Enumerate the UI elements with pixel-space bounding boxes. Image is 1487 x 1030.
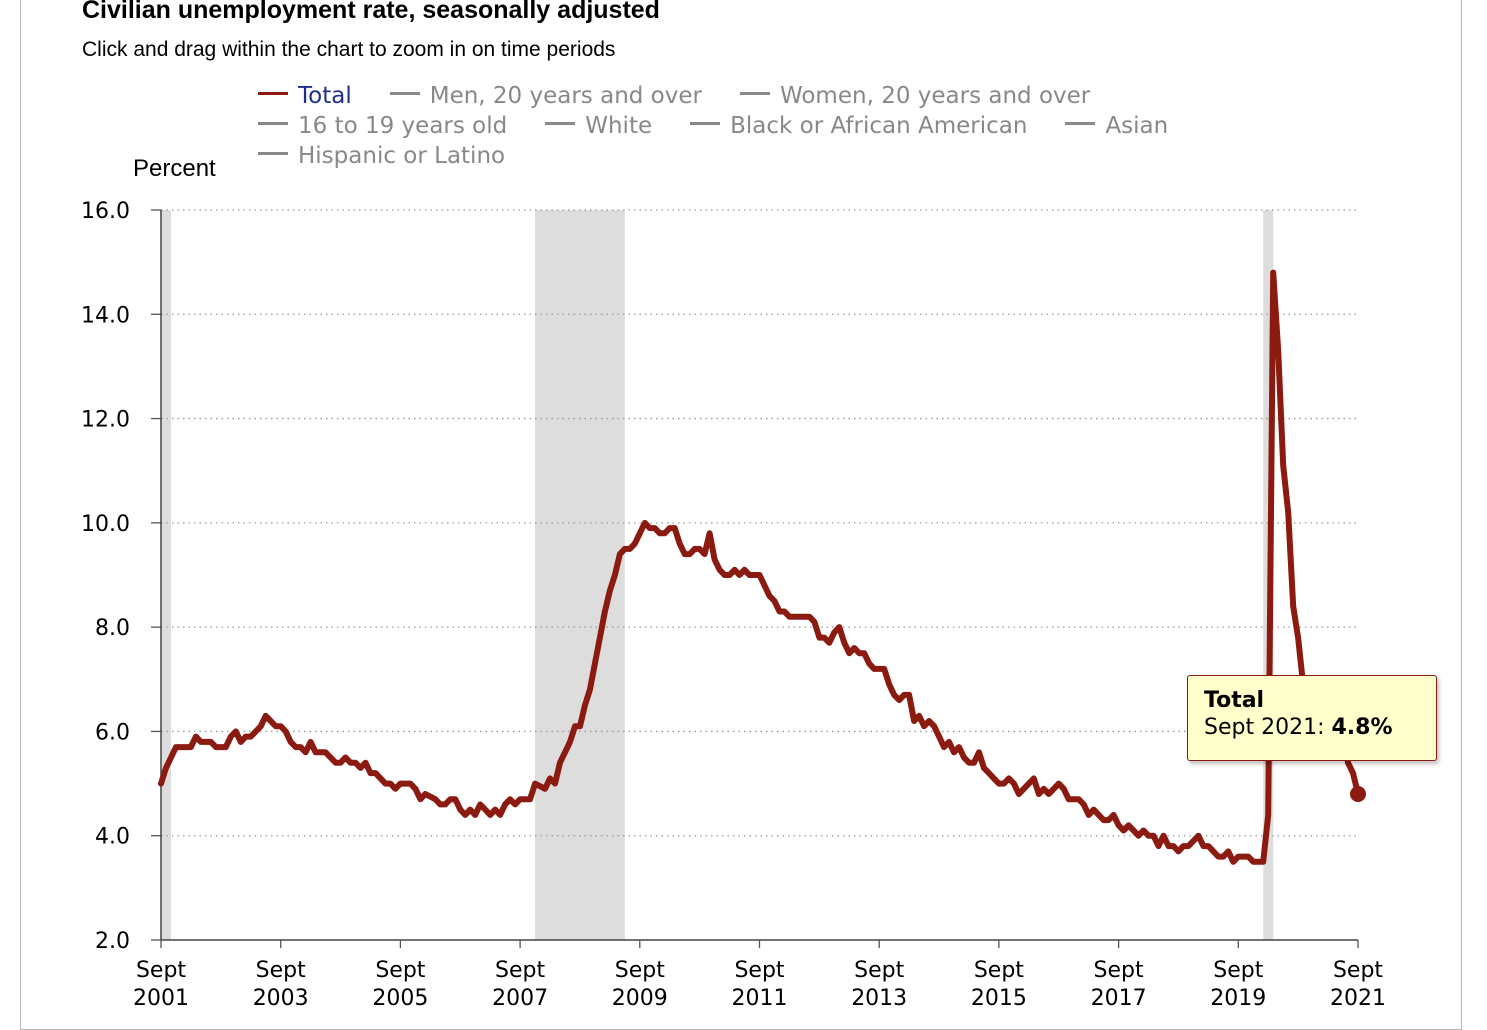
series-lines <box>158 269 1366 865</box>
y-tick-label: 10.0 <box>81 512 130 537</box>
legend-item-women[interactable]: Women, 20 years and over <box>739 83 1091 109</box>
x-tick-label-year: 2001 <box>133 986 189 1011</box>
legend-item-men[interactable]: Men, 20 years and over <box>389 83 702 109</box>
x-tick-label-year: 2003 <box>253 986 309 1011</box>
y-tick-label: 16.0 <box>81 199 130 224</box>
y-axis-label: Percent <box>133 155 216 182</box>
x-tick-label-month: Sept <box>615 958 665 983</box>
legend-item-black[interactable]: Black or African American <box>690 113 1027 139</box>
y-tick-label: 8.0 <box>95 616 130 641</box>
tooltip-value: 4.8% <box>1331 715 1393 740</box>
x-tick-label-year: 2009 <box>612 986 668 1011</box>
legend-swatch <box>739 92 770 95</box>
x-tick-label-year: 2011 <box>732 986 788 1011</box>
y-tick-label: 14.0 <box>81 303 130 328</box>
legend-item-white[interactable]: White <box>545 113 652 139</box>
x-tick-label-month: Sept <box>256 958 306 983</box>
legend-label: White <box>585 113 653 139</box>
x-tick-label-month: Sept <box>375 958 425 983</box>
legend-label: Total <box>298 83 352 109</box>
chart-legend: Total Men, 20 years and over Women, 20 yea… <box>258 83 1258 173</box>
legend-swatch <box>545 122 576 125</box>
legend-swatch <box>258 92 288 95</box>
chart-subtitle: Click and drag within the chart to zoom … <box>82 38 616 61</box>
legend-item-total[interactable]: Total <box>258 83 352 109</box>
x-tick-label-month: Sept <box>1094 958 1144 983</box>
legend-label: Women, 20 years and over <box>779 83 1091 109</box>
x-tick-label-year: 2013 <box>851 986 907 1011</box>
recession-shading <box>161 210 1274 940</box>
legend-label: 16 to 19 years old <box>298 113 508 139</box>
highlight-point <box>1350 786 1366 802</box>
x-tick-label-year: 2019 <box>1210 986 1266 1011</box>
x-tick-label-month: Sept <box>1333 958 1383 983</box>
legend-item-asian[interactable]: Asian <box>1065 113 1168 139</box>
legend-label: Black or African American <box>730 113 1028 139</box>
tooltip-series: Total <box>1204 688 1265 713</box>
legend-row: Hispanic or Latino <box>258 143 1258 173</box>
x-tick-label-month: Sept <box>974 958 1024 983</box>
legend-item-teens[interactable]: 16 to 19 years old <box>258 113 507 139</box>
legend-item-hispanic[interactable]: Hispanic or Latino <box>258 143 505 169</box>
x-tick-label-year: 2007 <box>492 986 548 1011</box>
x-tick-label-month: Sept <box>136 958 186 983</box>
x-tick-label-month: Sept <box>734 958 784 983</box>
data-tooltip: Total Sept 2021: 4.8% <box>1187 675 1437 761</box>
y-tick-label: 6.0 <box>95 720 130 745</box>
tooltip-body: Sept 2021: 4.8% <box>1204 715 1436 740</box>
legend-label: Hispanic or Latino <box>298 143 506 169</box>
y-tick-label: 2.0 <box>95 929 130 954</box>
legend-label: Asian <box>1105 113 1169 139</box>
recession-band <box>535 210 625 940</box>
legend-row: Total Men, 20 years and over Women, 20 yea… <box>258 83 1258 113</box>
y-tick-label: 4.0 <box>95 825 130 850</box>
legend-swatch <box>389 92 420 95</box>
series-line-total <box>158 269 1361 865</box>
legend-swatch <box>258 152 288 155</box>
x-tick-label-year: 2021 <box>1330 986 1386 1011</box>
x-tick-labels: Sept 2001 Sept 2003 Sept 2005 Sept 2007 Sept 2009… <box>133 958 1386 1011</box>
x-tick-label-year: 2015 <box>971 986 1027 1011</box>
recession-band <box>161 210 171 940</box>
chart-title: Civilian unemployment rate, seasonally a… <box>82 0 660 24</box>
legend-row: 16 to 19 years old White Black or African … <box>258 113 1258 143</box>
grid-lines <box>151 209 1358 941</box>
legend-swatch <box>1065 122 1096 125</box>
legend-swatch <box>258 122 288 125</box>
x-tick-label-month: Sept <box>495 958 545 983</box>
axes <box>160 210 1359 948</box>
x-tick-label-year: 2005 <box>372 986 428 1011</box>
legend-label: Men, 20 years and over <box>429 83 702 109</box>
x-tick-label-month: Sept <box>854 958 904 983</box>
legend-swatch <box>690 122 721 125</box>
y-tick-label: 12.0 <box>81 408 130 433</box>
tooltip-period: Sept 2021: <box>1204 715 1332 740</box>
y-tick-labels: 2.0 4.0 6.0 8.0 10.0 12.0 14.0 16.0 <box>81 199 130 954</box>
x-tick-label-month: Sept <box>1213 958 1263 983</box>
x-tick-label-year: 2017 <box>1091 986 1147 1011</box>
